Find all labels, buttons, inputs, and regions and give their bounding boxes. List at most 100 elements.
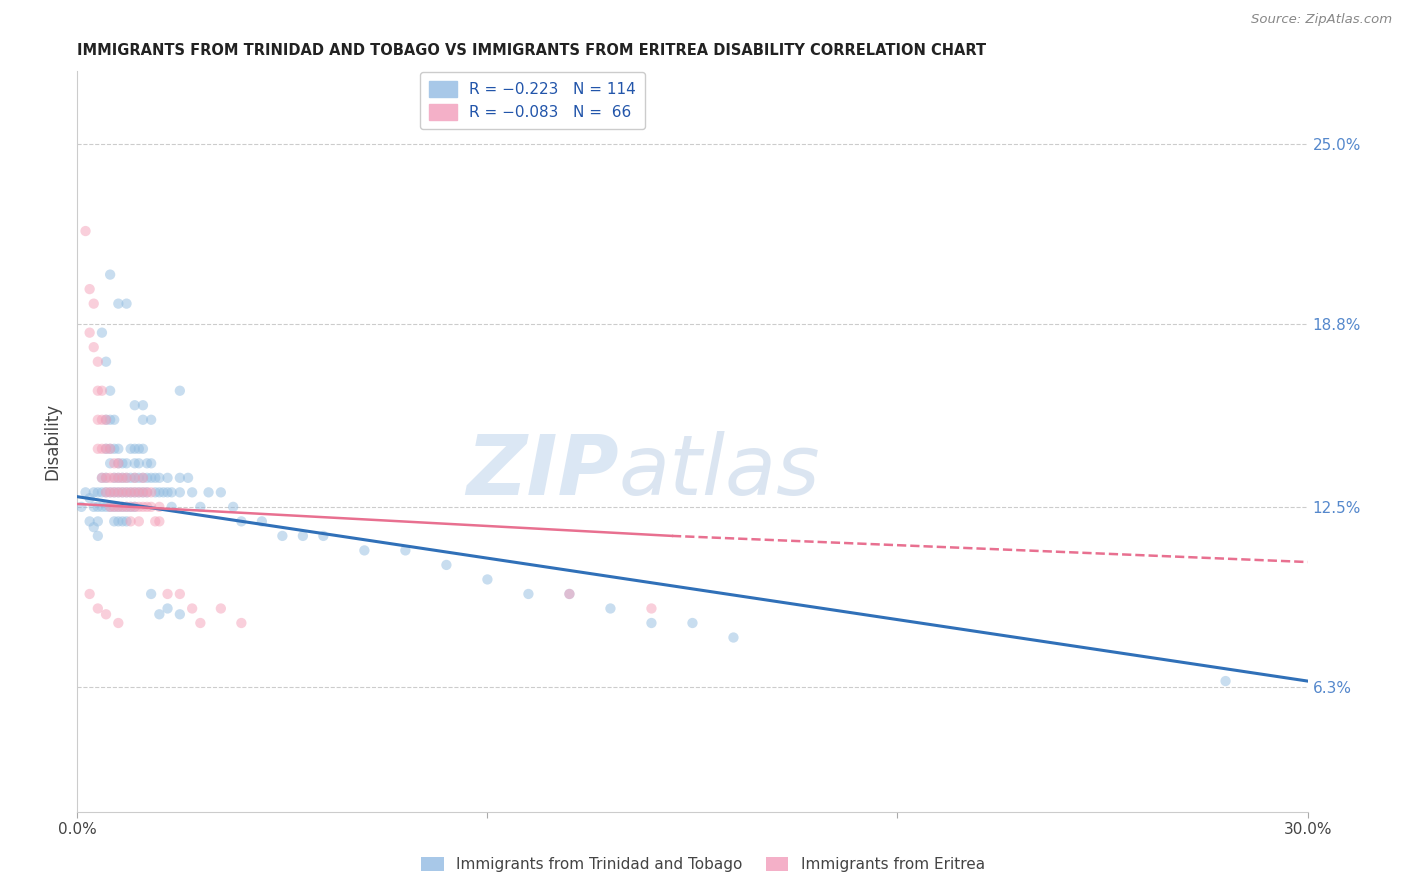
Point <box>169 607 191 622</box>
Point <box>87 515 110 529</box>
Point <box>169 471 191 485</box>
Point <box>231 515 253 529</box>
Point <box>132 471 155 485</box>
Point <box>90 471 114 485</box>
Point <box>79 515 101 529</box>
Point <box>83 485 105 500</box>
Point <box>141 485 163 500</box>
Point <box>120 471 142 485</box>
Point <box>136 485 159 500</box>
Point <box>128 456 150 470</box>
Point <box>87 413 110 427</box>
Point <box>98 442 121 456</box>
Point <box>148 471 170 485</box>
Point <box>141 456 163 470</box>
Point <box>115 456 138 470</box>
Point <box>148 607 170 622</box>
Point <box>160 500 183 514</box>
Point <box>477 573 499 587</box>
Point <box>120 500 142 514</box>
Point <box>197 485 219 500</box>
Point <box>141 587 163 601</box>
Point <box>111 456 134 470</box>
Point <box>98 485 121 500</box>
Point <box>250 515 273 529</box>
Point <box>141 413 163 427</box>
Point <box>94 413 117 427</box>
Point <box>517 587 540 601</box>
Point <box>90 326 114 340</box>
Point <box>188 500 212 514</box>
Point <box>128 442 150 456</box>
Point <box>209 601 232 615</box>
Point <box>181 485 204 500</box>
Legend: Immigrants from Trinidad and Tobago, Immigrants from Eritrea: Immigrants from Trinidad and Tobago, Imm… <box>413 849 993 880</box>
Y-axis label: Disability: Disability <box>44 403 62 480</box>
Point <box>103 413 125 427</box>
Point <box>107 456 129 470</box>
Point <box>124 442 146 456</box>
Point <box>132 413 155 427</box>
Point <box>87 601 110 615</box>
Point <box>70 500 93 514</box>
Point <box>83 500 105 514</box>
Point <box>128 500 150 514</box>
Point <box>111 471 134 485</box>
Point <box>152 485 174 500</box>
Point <box>107 500 129 514</box>
Point <box>98 268 121 282</box>
Point <box>115 471 138 485</box>
Point <box>90 471 114 485</box>
Point <box>83 520 105 534</box>
Point <box>141 471 163 485</box>
Point <box>107 471 129 485</box>
Point <box>94 471 117 485</box>
Point <box>640 601 662 615</box>
Point <box>136 485 159 500</box>
Point <box>90 413 114 427</box>
Point <box>103 442 125 456</box>
Point <box>107 500 129 514</box>
Point <box>169 384 191 398</box>
Point <box>124 456 146 470</box>
Point <box>271 529 294 543</box>
Point <box>98 384 121 398</box>
Point <box>87 500 110 514</box>
Point <box>124 500 146 514</box>
Point <box>124 471 146 485</box>
Point <box>132 485 155 500</box>
Point <box>222 500 245 514</box>
Point <box>723 631 745 645</box>
Point <box>87 485 110 500</box>
Point <box>640 615 662 630</box>
Point <box>94 471 117 485</box>
Point <box>103 471 125 485</box>
Point <box>111 500 134 514</box>
Point <box>107 471 129 485</box>
Point <box>177 471 200 485</box>
Point <box>160 485 183 500</box>
Point <box>111 471 134 485</box>
Point <box>87 442 110 456</box>
Point <box>94 442 117 456</box>
Point <box>75 485 97 500</box>
Point <box>94 485 117 500</box>
Point <box>98 471 121 485</box>
Point <box>90 384 114 398</box>
Point <box>98 413 121 427</box>
Point <box>291 529 314 543</box>
Point <box>231 615 253 630</box>
Point <box>136 456 159 470</box>
Point <box>132 471 155 485</box>
Point <box>75 224 97 238</box>
Point <box>107 515 129 529</box>
Point <box>136 500 159 514</box>
Point <box>79 491 101 505</box>
Point <box>111 515 134 529</box>
Point <box>188 615 212 630</box>
Point <box>312 529 335 543</box>
Point <box>79 587 101 601</box>
Point <box>94 354 117 368</box>
Point <box>436 558 458 572</box>
Point <box>156 601 179 615</box>
